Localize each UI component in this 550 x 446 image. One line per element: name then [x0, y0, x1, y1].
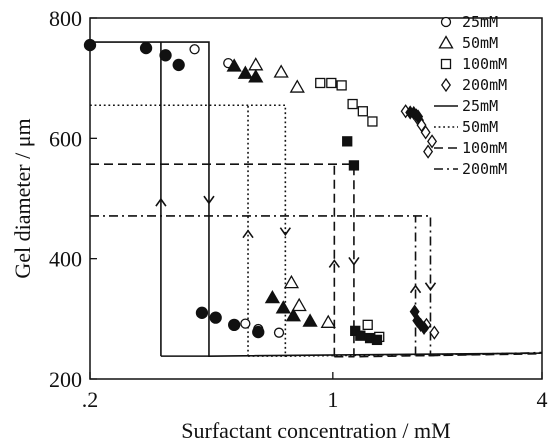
data-point-100mM-open — [362, 319, 373, 331]
data-point-200mM-open — [427, 134, 438, 149]
x-tick-label: 1 — [327, 387, 338, 412]
data-point-25mM-filled — [195, 306, 209, 319]
data-point-100mM-open — [326, 77, 337, 89]
legend-label: 100mM — [462, 139, 507, 157]
data-point-200mM-filled — [419, 320, 430, 335]
data-point-100mM-filled — [371, 334, 383, 346]
arrow-down-100mM — [348, 257, 360, 266]
data-point-100mM-filled — [355, 330, 366, 341]
legend-label: 50mM — [462, 34, 498, 52]
legend-label: 200mM — [462, 160, 507, 178]
y-tick-label: 800 — [49, 6, 82, 31]
arrow-up-200mM — [409, 284, 422, 294]
arrow-up-100mM — [328, 259, 340, 268]
data-point-25mM-open — [189, 44, 200, 55]
data-point-100mM-filled — [348, 160, 360, 171]
legend-label: 50mM — [462, 118, 498, 136]
data-point-25mM-filled — [83, 38, 97, 52]
data-point-50mM-filled — [226, 58, 242, 72]
data-point-100mM-open — [347, 98, 358, 110]
data-point-25mM-open — [273, 327, 285, 338]
data-point-50mM-open — [291, 297, 307, 312]
data-point-50mM-filled — [264, 289, 281, 304]
data-point-50mM-filled — [285, 308, 302, 322]
legend-label: 25mM — [462, 13, 498, 31]
data-point-25mM-open — [240, 318, 251, 329]
y-tick-label: 200 — [49, 367, 82, 392]
data-point-25mM-filled — [159, 49, 172, 62]
data-point-25mM-filled — [228, 318, 241, 332]
arrow-down-25mM — [203, 195, 215, 205]
arrow-up-50mM — [242, 229, 254, 239]
data-point-50mM-open — [289, 79, 305, 93]
y-tick-label: 600 — [49, 126, 82, 151]
data-point-100mM-open — [367, 116, 378, 127]
legend-marker-200mM — [441, 77, 451, 93]
data-point-100mM-open — [357, 106, 368, 117]
hysteresis-loop-100mM — [90, 163, 543, 358]
data-point-50mM-filled — [248, 69, 264, 83]
data-point-25mM-filled — [172, 58, 185, 72]
y-tick-label: 400 — [49, 247, 82, 272]
legend-label: 200mM — [462, 76, 507, 94]
data-point-200mM-open — [423, 144, 434, 159]
data-point-25mM-filled — [252, 325, 265, 339]
data-point-200mM-open — [429, 325, 440, 340]
arrow-up-25mM — [155, 197, 167, 207]
data-point-50mM-open — [320, 314, 336, 328]
data-point-200mM-open — [420, 125, 431, 140]
arrow-down-50mM — [279, 227, 292, 237]
data-point-200mM-filled — [413, 109, 424, 124]
y-axis-title: Gel diameter / μm — [10, 118, 35, 278]
legend-marker-25mM — [440, 16, 452, 28]
data-point-50mM-filled — [302, 313, 318, 327]
hysteresis-loop-200mM — [90, 215, 543, 357]
data-point-50mM-open — [248, 57, 264, 71]
x-tick-label: 4 — [537, 387, 548, 412]
data-point-50mM-open — [273, 64, 289, 78]
data-point-50mM-filled — [275, 300, 291, 314]
arrow-down-200mM — [424, 282, 437, 292]
data-point-100mM-open — [336, 80, 347, 91]
plot-frame — [89, 17, 543, 380]
legend-marker-100mM — [440, 58, 452, 70]
data-point-100mM-open — [315, 77, 326, 89]
data-point-100mM-filled — [342, 136, 353, 147]
data-point-50mM-open — [283, 274, 300, 289]
data-point-25mM-filled — [139, 41, 153, 55]
legend-label: 25mM — [462, 97, 498, 115]
legend-marker-50mM — [438, 35, 454, 49]
data-point-50mM-filled — [237, 65, 253, 79]
x-tick-label: .2 — [82, 387, 99, 412]
legend-label: 100mM — [462, 55, 507, 73]
x-axis-title: Surfactant concentration / mM — [181, 418, 450, 443]
data-point-25mM-filled — [209, 311, 222, 324]
